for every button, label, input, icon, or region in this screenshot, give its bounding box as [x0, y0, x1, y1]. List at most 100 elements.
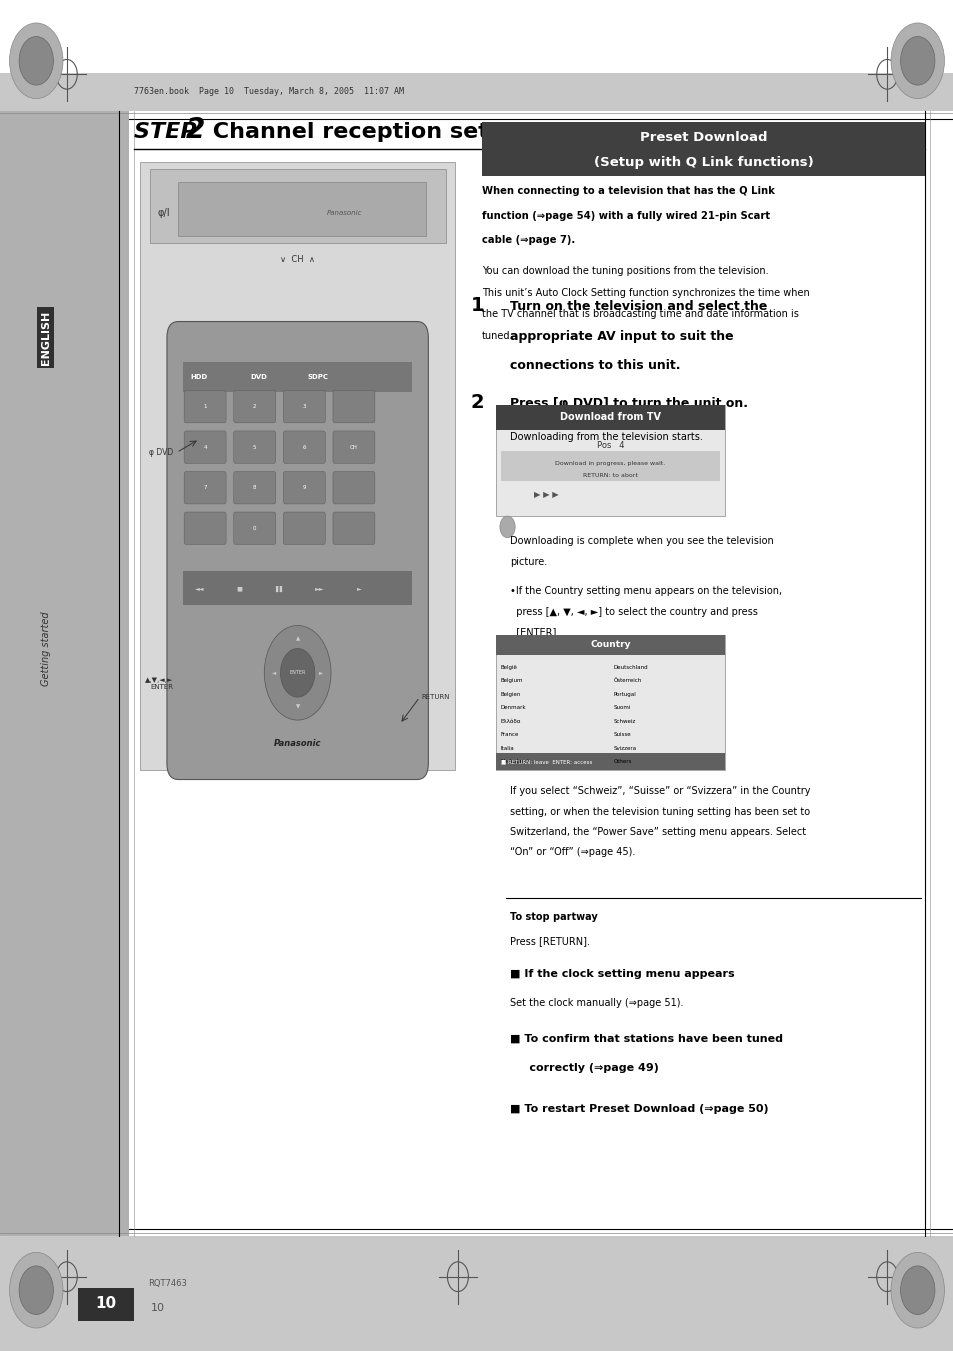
Text: ■ To confirm that stations have been tuned: ■ To confirm that stations have been tun… [510, 1034, 782, 1043]
Text: “On” or “Off” (⇒page 45).: “On” or “Off” (⇒page 45). [510, 847, 635, 857]
FancyBboxPatch shape [333, 431, 375, 463]
Text: ENTER: ENTER [289, 670, 306, 676]
Bar [183, 571, 412, 605]
Text: ■ To restart Preset Download (⇒page 50): ■ To restart Preset Download (⇒page 50) [510, 1104, 768, 1113]
Text: If you select “Schweiz”, “Suisse” or “Svizzera” in the Country: If you select “Schweiz”, “Suisse” or “Sv… [510, 786, 810, 796]
Circle shape [900, 36, 934, 85]
FancyBboxPatch shape [283, 512, 325, 544]
Text: Turn on the television and select the: Turn on the television and select the [510, 300, 767, 313]
Text: RETURN: to abort: RETURN: to abort [582, 473, 638, 478]
Text: ◄◄: ◄◄ [194, 586, 204, 592]
Text: Denmark: Denmark [500, 705, 526, 711]
Text: ■ RETURN: leave  ENTER: access: ■ RETURN: leave ENTER: access [500, 759, 592, 765]
Text: setting, or when the television tuning setting has been set to: setting, or when the television tuning s… [510, 807, 810, 816]
Text: 2: 2 [470, 393, 483, 412]
FancyBboxPatch shape [233, 431, 275, 463]
Bar [78, 1288, 133, 1321]
Bar [140, 162, 455, 770]
Bar [178, 182, 426, 236]
Text: DVD: DVD [250, 374, 267, 380]
FancyBboxPatch shape [333, 390, 375, 423]
Text: België: België [500, 665, 517, 670]
Text: Suomi: Suomi [613, 705, 630, 711]
Text: 7763en.book  Page 10  Tuesday, March 8, 2005  11:07 AM: 7763en.book Page 10 Tuesday, March 8, 20… [133, 88, 403, 96]
Text: 1: 1 [203, 404, 207, 409]
Text: 4: 4 [203, 444, 207, 450]
Text: appropriate AV input to suit the: appropriate AV input to suit the [510, 330, 733, 343]
Text: Country: Country [590, 640, 630, 648]
Text: Panasonic: Panasonic [274, 739, 321, 747]
Text: ►►: ►► [314, 586, 324, 592]
Text: Belgium: Belgium [500, 678, 523, 684]
Circle shape [264, 626, 331, 720]
Text: Switzerland, the “Power Save” setting menu appears. Select: Switzerland, the “Power Save” setting me… [510, 827, 805, 836]
Text: ◄: ◄ [272, 670, 275, 676]
Text: Ελλάδα: Ελλάδα [500, 719, 520, 724]
Text: ENGLISH: ENGLISH [41, 311, 51, 365]
FancyBboxPatch shape [233, 512, 275, 544]
Text: ▲,▼,◄,►
ENTER: ▲,▼,◄,► ENTER [145, 677, 173, 690]
Text: 10: 10 [151, 1302, 164, 1313]
Text: ▲: ▲ [295, 636, 299, 642]
Circle shape [10, 23, 63, 99]
Text: Press [RETURN].: Press [RETURN]. [510, 936, 590, 946]
Circle shape [499, 516, 515, 538]
Text: This unit’s Auto Clock Setting function synchronizes the time when: This unit’s Auto Clock Setting function … [481, 288, 809, 297]
Bar [496, 405, 724, 516]
Text: Others: Others [613, 759, 631, 765]
Bar [500, 451, 720, 481]
Text: 1: 1 [470, 296, 483, 315]
Text: 2: 2 [253, 404, 256, 409]
Text: 9: 9 [302, 485, 306, 490]
Text: Download from TV: Download from TV [559, 412, 660, 423]
Text: HDD: HDD [191, 374, 208, 380]
FancyBboxPatch shape [233, 471, 275, 504]
FancyBboxPatch shape [283, 471, 325, 504]
Text: ■: ■ [236, 586, 242, 592]
Text: ▌▌: ▌▌ [274, 586, 284, 592]
Bar [496, 635, 724, 770]
Circle shape [890, 1252, 943, 1328]
Text: ■ If the clock setting menu appears: ■ If the clock setting menu appears [510, 969, 734, 978]
Text: Schweiz: Schweiz [613, 719, 635, 724]
Text: 10: 10 [95, 1296, 116, 1312]
Text: the TV channel that is broadcasting time and date information is: the TV channel that is broadcasting time… [481, 309, 798, 319]
Text: ►: ► [357, 586, 361, 592]
FancyBboxPatch shape [184, 471, 226, 504]
Circle shape [900, 1266, 934, 1315]
Text: •If the Country setting menu appears on the television,: •If the Country setting menu appears on … [510, 586, 781, 596]
Text: 8: 8 [253, 485, 256, 490]
Bar [0, 1236, 953, 1351]
Text: 0: 0 [253, 526, 256, 531]
Text: 7: 7 [203, 485, 207, 490]
Text: tuned.: tuned. [481, 331, 513, 340]
Text: Portugal: Portugal [613, 692, 636, 697]
Text: 6: 6 [302, 444, 306, 450]
Text: To stop partway: To stop partway [510, 912, 598, 921]
Circle shape [890, 23, 943, 99]
Text: ∨  CH  ∧: ∨ CH ∧ [280, 255, 314, 263]
Text: Pos   4: Pos 4 [597, 442, 623, 450]
Text: [ENTER].: [ENTER]. [510, 627, 559, 636]
Text: Nederland: Nederland [500, 759, 529, 765]
Text: Suisse: Suisse [613, 732, 630, 738]
Text: Download in progress, please wait.: Download in progress, please wait. [555, 461, 665, 466]
Text: press [▲, ▼, ◄, ►] to select the country and press: press [▲, ▼, ◄, ►] to select the country… [510, 607, 758, 616]
Text: (Setup with Q Link functions): (Setup with Q Link functions) [593, 155, 813, 169]
FancyBboxPatch shape [233, 390, 275, 423]
Text: ▼: ▼ [295, 704, 299, 709]
Bar [183, 362, 412, 392]
Text: Österreich: Österreich [613, 678, 641, 684]
Text: picture.: picture. [510, 557, 547, 566]
Text: SDPC: SDPC [307, 374, 328, 380]
FancyBboxPatch shape [333, 512, 375, 544]
Text: correctly (⇒page 49): correctly (⇒page 49) [510, 1063, 659, 1073]
Text: Channel reception settings: Channel reception settings [205, 122, 552, 142]
Text: You can download the tuning positions from the television.: You can download the tuning positions fr… [481, 266, 767, 276]
Text: connections to this unit.: connections to this unit. [510, 359, 680, 373]
Text: Press [φ DVD] to turn the unit on.: Press [φ DVD] to turn the unit on. [510, 397, 747, 411]
Text: Getting started: Getting started [41, 611, 51, 686]
Bar [496, 405, 724, 430]
Text: Preset Download: Preset Download [639, 131, 766, 145]
Text: ►: ► [319, 670, 323, 676]
